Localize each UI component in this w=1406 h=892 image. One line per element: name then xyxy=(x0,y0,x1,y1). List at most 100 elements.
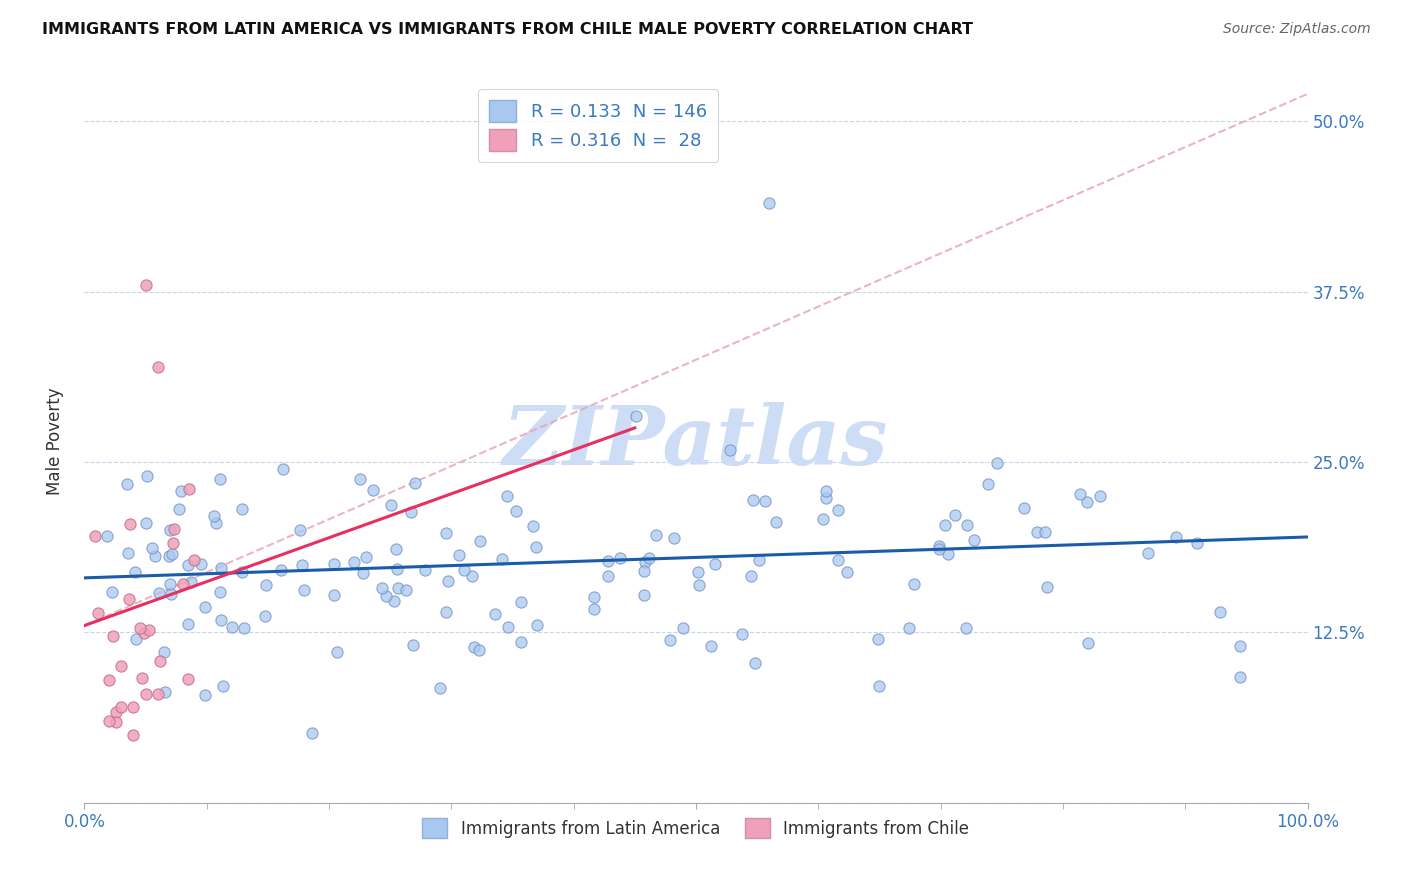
Text: ZIPatlas: ZIPatlas xyxy=(503,401,889,482)
Point xyxy=(202,508,225,523)
Point xyxy=(253,608,276,623)
Point xyxy=(598,554,620,568)
Point xyxy=(496,489,519,503)
Point xyxy=(633,564,655,578)
Point xyxy=(385,541,408,556)
Point xyxy=(177,482,200,496)
Point xyxy=(484,607,506,621)
Point xyxy=(96,529,118,543)
Y-axis label: Male Poverty: Male Poverty xyxy=(45,388,63,495)
Point xyxy=(124,566,146,580)
Point xyxy=(1229,670,1251,684)
Point xyxy=(212,679,235,693)
Point xyxy=(97,673,120,687)
Point xyxy=(270,563,292,577)
Point xyxy=(1077,635,1099,649)
Point xyxy=(928,540,950,554)
Point xyxy=(634,555,657,569)
Point xyxy=(160,547,183,561)
Point xyxy=(149,654,172,668)
Point xyxy=(1012,500,1035,515)
Point xyxy=(292,582,315,597)
Point xyxy=(125,632,148,647)
Point xyxy=(349,472,371,486)
Point xyxy=(413,563,436,577)
Point xyxy=(374,589,396,603)
Point xyxy=(740,569,762,583)
Point xyxy=(110,659,132,673)
Point xyxy=(135,469,157,483)
Point xyxy=(170,484,193,499)
Point xyxy=(162,536,184,550)
Point xyxy=(209,560,232,574)
Point xyxy=(815,491,838,506)
Point xyxy=(731,627,754,641)
Point xyxy=(231,565,253,579)
Point xyxy=(352,566,374,581)
Point xyxy=(194,599,217,614)
Point xyxy=(153,685,176,699)
Point xyxy=(467,643,489,657)
Point xyxy=(868,679,890,693)
Point xyxy=(135,687,157,701)
Point xyxy=(157,549,180,563)
Point xyxy=(718,442,741,457)
Point xyxy=(943,508,966,523)
Point xyxy=(86,606,108,620)
Point xyxy=(120,516,142,531)
Point xyxy=(1036,581,1059,595)
Point xyxy=(177,672,200,686)
Point xyxy=(644,528,666,542)
Point xyxy=(209,472,232,486)
Point xyxy=(231,501,253,516)
Point xyxy=(122,700,145,714)
Point xyxy=(429,681,451,695)
Point xyxy=(744,656,766,670)
Point xyxy=(172,576,194,591)
Point xyxy=(453,563,475,577)
Point xyxy=(609,551,631,566)
Point xyxy=(934,518,956,533)
Point xyxy=(659,632,682,647)
Point xyxy=(672,621,695,635)
Point xyxy=(146,359,169,374)
Point xyxy=(404,476,426,491)
Point xyxy=(463,640,485,654)
Point xyxy=(754,494,776,508)
Point xyxy=(837,566,859,580)
Point xyxy=(382,594,405,608)
Point xyxy=(596,569,619,583)
Point xyxy=(322,557,344,571)
Point xyxy=(509,595,531,609)
Point xyxy=(814,483,837,498)
Point xyxy=(897,621,920,635)
Point xyxy=(526,618,548,632)
Point xyxy=(101,584,124,599)
Point xyxy=(209,613,232,627)
Point xyxy=(1025,524,1047,539)
Point xyxy=(159,576,181,591)
Point xyxy=(323,588,346,602)
Point xyxy=(183,552,205,566)
Point xyxy=(1088,489,1111,503)
Point xyxy=(160,587,183,601)
Point xyxy=(434,606,457,620)
Point xyxy=(146,687,169,701)
Point xyxy=(748,553,770,567)
Point xyxy=(827,503,849,517)
Point xyxy=(491,552,513,566)
Point xyxy=(141,541,163,555)
Point xyxy=(460,569,482,583)
Point xyxy=(866,632,889,646)
Point xyxy=(163,522,186,536)
Point xyxy=(582,591,605,605)
Point xyxy=(583,602,606,616)
Point xyxy=(662,531,685,545)
Point xyxy=(1164,529,1187,543)
Point xyxy=(956,517,979,532)
Point xyxy=(371,581,394,595)
Point xyxy=(811,512,834,526)
Point xyxy=(510,634,533,648)
Point xyxy=(97,714,120,728)
Point xyxy=(176,558,198,572)
